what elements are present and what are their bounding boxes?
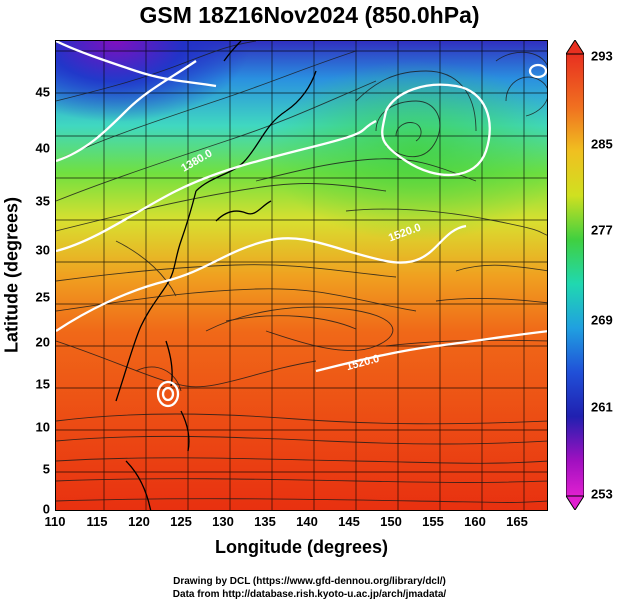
colorbar-body xyxy=(566,53,584,497)
y-tick-label: 35 xyxy=(35,193,50,209)
x-tick-label: 115 xyxy=(86,514,108,529)
x-tick-label: 150 xyxy=(380,514,402,529)
x-tick-label: 125 xyxy=(170,514,192,529)
credit-line-2: Data from http://database.rish.kyoto-u.a… xyxy=(172,589,447,600)
y-tick-label: 0 xyxy=(42,501,50,517)
colorbar-tick-label: 269 xyxy=(591,312,613,328)
cyclone-green-region xyxy=(266,61,547,241)
x-tick-label: 135 xyxy=(254,514,276,529)
y-tick-label: 5 xyxy=(42,461,50,477)
x-tick-label: 140 xyxy=(296,514,318,529)
height-contours xyxy=(56,41,547,408)
y-tick-label: 15 xyxy=(35,376,50,392)
y-tick-label: 45 xyxy=(35,84,50,100)
credit-line-1: Drawing by DCL (https://www.gfd-dennou.o… xyxy=(173,576,446,587)
map-plot-area: 1380.0 1520.0 1520.0 xyxy=(55,40,548,511)
x-tick-label: 110 xyxy=(44,514,66,529)
x-tick-label: 130 xyxy=(212,514,234,529)
x-tick-label: 165 xyxy=(506,514,528,529)
colorbar-bottom-arrow xyxy=(566,495,584,510)
y-tick-label: 40 xyxy=(35,140,50,156)
chart-title: GSM 18Z16Nov2024 (850.0hPa) xyxy=(139,2,480,28)
colorbar-top-arrow xyxy=(566,40,584,55)
colorbar-tick-label: 253 xyxy=(591,486,613,502)
colorbar xyxy=(566,40,584,510)
y-tick-label: 10 xyxy=(35,419,50,435)
x-tick-label: 145 xyxy=(338,514,360,529)
y-axis-label: Latitude (degrees) xyxy=(1,196,22,354)
colorbar-tick-label: 261 xyxy=(591,399,613,415)
y-tick-label: 30 xyxy=(35,242,50,258)
colorbar-tick-label: 293 xyxy=(591,48,613,64)
x-tick-label: 155 xyxy=(422,514,444,529)
colorbar-tick-label: 277 xyxy=(591,222,613,238)
streamlines xyxy=(56,41,547,503)
x-tick-label: 120 xyxy=(128,514,150,529)
y-tick-label: 20 xyxy=(35,334,50,350)
x-axis-label: Longitude (degrees) xyxy=(214,537,388,557)
x-tick-label: 160 xyxy=(464,514,486,529)
map-canvas xyxy=(56,41,547,510)
y-tick-label: 25 xyxy=(35,289,50,305)
colorbar-tick-label: 285 xyxy=(591,136,613,152)
grid-lines xyxy=(56,41,547,510)
